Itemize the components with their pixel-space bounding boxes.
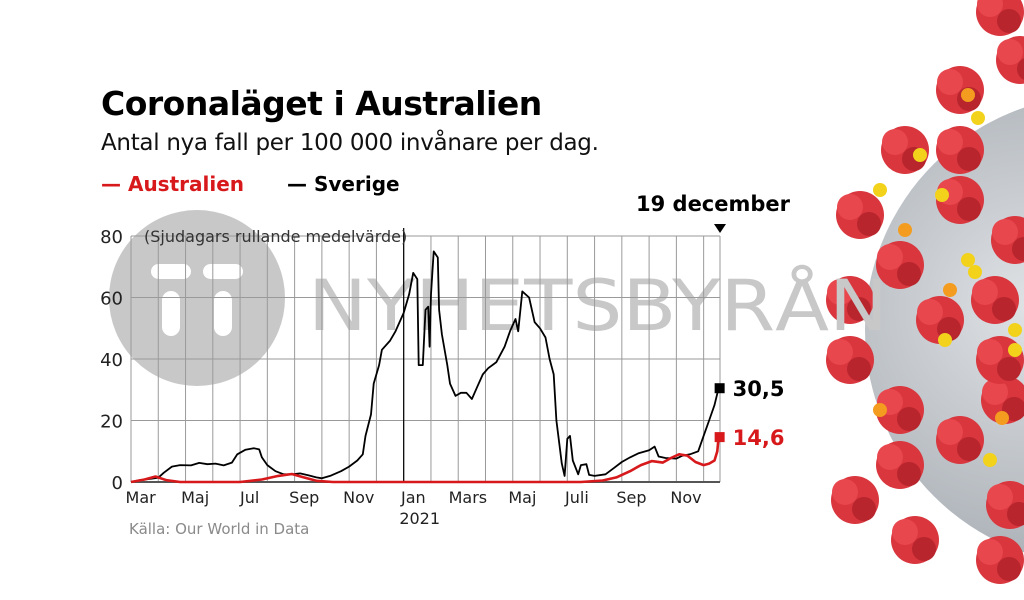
y-tick-label: 40 (100, 350, 123, 371)
virus-spike (826, 276, 874, 324)
virus-dot (873, 403, 887, 417)
y-tick-label: 0 (112, 473, 123, 494)
virus-spike (971, 276, 1019, 324)
legend-item-sverige: — Sverige (287, 172, 400, 196)
x-tick-label: Jan (400, 488, 426, 507)
watermark-text: NYHETSBYRÅN (308, 265, 888, 347)
series-lines (130, 250, 725, 484)
series-line-sverige (130, 250, 720, 483)
virus-dot (961, 88, 975, 102)
virus-spike (991, 216, 1024, 264)
virus-spike (836, 191, 884, 239)
series-end-label-sverige: 30,5 (733, 377, 785, 401)
y-tick-label: 20 (100, 412, 123, 433)
source-note: Källa: Our World in Data (129, 520, 310, 538)
series-line-australien (130, 436, 720, 484)
legend-label-australien: Australien (127, 172, 245, 196)
virus-dot (995, 411, 1009, 425)
virus-spike (936, 416, 984, 464)
virus-spike (986, 481, 1024, 529)
x-tick-label: Maj (181, 488, 209, 507)
virus-spike (876, 441, 924, 489)
virus-spike (996, 36, 1024, 84)
virus-spike (831, 476, 879, 524)
x-tick-label: Nov (670, 488, 701, 507)
chart-subtitle: Antal nya fall per 100 000 invånare per … (101, 130, 599, 156)
chart-note: (Sjudagars rullande medelvärde) (144, 227, 407, 246)
virus-dot (913, 148, 927, 162)
x-tick-label: Sep (289, 488, 319, 507)
chart-labels: 0 20 40 60 80 (Sjudagars rullande medelvärde)… (100, 224, 784, 528)
legend-item-australien: — Australien (101, 172, 245, 196)
watermark-logo-tt (151, 264, 243, 336)
y-tick-label: 60 (100, 289, 123, 310)
virus-spike (936, 126, 984, 174)
watermark: NYHETSBYRÅN (109, 210, 888, 386)
x-tick-label: Mars (449, 488, 488, 507)
series-end-marker-australien (714, 432, 725, 443)
date-marker-label: 19 december (636, 192, 791, 216)
virus-dot (935, 188, 949, 202)
virus-dot (1008, 343, 1022, 357)
virus-spike (876, 386, 924, 434)
series-end-marker-sverige (714, 383, 725, 394)
virus-spike (876, 241, 924, 289)
legend: — Australien — Sverige (101, 172, 436, 196)
x-tick-label: Sep (616, 488, 646, 507)
virus-dot (1008, 323, 1022, 337)
x-tick-label: Jul (239, 488, 259, 507)
x-tick-label: Juli (564, 488, 589, 507)
series-end-label-australien: 14,6 (733, 426, 785, 450)
virus-spike (976, 0, 1024, 36)
y-tick-label: 80 (100, 227, 123, 248)
virus-spike (976, 536, 1024, 584)
virus-dot (968, 265, 982, 279)
virus-dot (943, 283, 957, 297)
date-marker-triangle-icon (714, 224, 726, 233)
virus-spike (981, 376, 1024, 424)
virus-dot (898, 223, 912, 237)
virus-dot (961, 253, 975, 267)
virus-dot (983, 453, 997, 467)
virus-spike (891, 516, 939, 564)
x-tick-label: Nov (343, 488, 374, 507)
virus-dot (938, 333, 952, 347)
virus-dot (971, 111, 985, 125)
virus-spike (936, 66, 984, 114)
x-tick-label: Mar (126, 488, 157, 507)
virus-spike (826, 336, 874, 384)
year-label: 2021 (399, 509, 440, 528)
x-tick-label: Maj (508, 488, 536, 507)
legend-label-sverige: Sverige (313, 172, 400, 196)
virus-dot (873, 183, 887, 197)
chart-title: Coronaläget i Australien (101, 84, 542, 123)
